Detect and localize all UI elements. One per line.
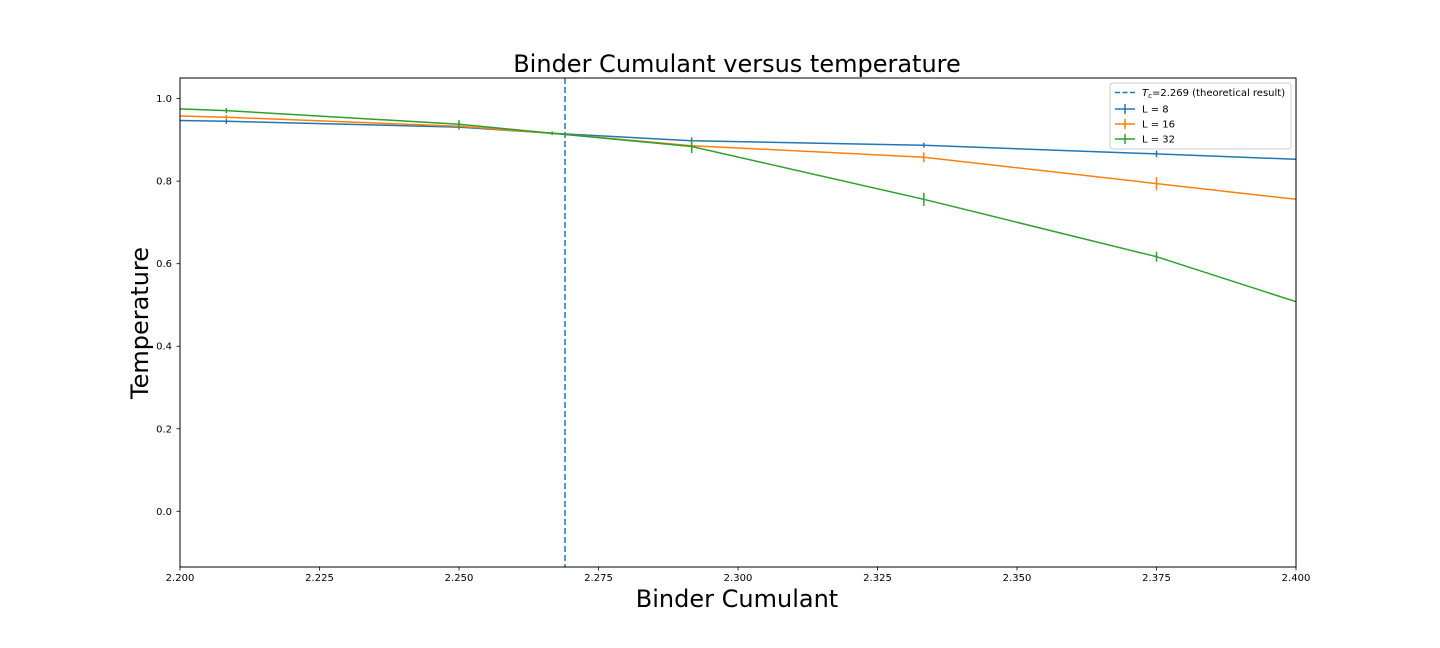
chart-title: Binder Cumulant versus temperature	[513, 50, 961, 78]
x-tick-label: 2.400	[1282, 573, 1311, 584]
x-tick-label: 2.375	[1142, 573, 1171, 584]
legend-label-critical-line: Tc=2.269 (theoretical result)	[1142, 88, 1285, 100]
x-axis-ticks: 2.200 2.225 2.250 2.275 2.300 2.325 2.350 2.375…	[166, 567, 1311, 584]
x-tick-label: 2.225	[305, 573, 334, 584]
legend-label-series-3: L = 32	[1142, 135, 1175, 146]
legend-label-series-2: L = 16	[1142, 120, 1175, 131]
legend-box	[1109, 82, 1292, 150]
y-tick-label: 0.4	[156, 342, 172, 353]
y-tick-label: 0.0	[156, 507, 172, 518]
y-tick-label: 0.2	[156, 424, 172, 435]
y-tick-label: 1.0	[156, 94, 172, 105]
x-tick-label: 2.250	[445, 573, 474, 584]
series-line-1	[180, 119, 1296, 161]
y-tick-label: 0.6	[156, 259, 172, 270]
plot-area	[180, 78, 1296, 567]
x-tick-label: 2.200	[166, 573, 195, 584]
x-tick-label: 2.350	[1003, 573, 1032, 584]
y-axis-ticks: 0.0 0.2 0.4 0.6 0.8 1.0	[156, 94, 180, 518]
series-line-3	[180, 108, 1296, 303]
axes-frame	[179, 77, 1297, 568]
x-tick-label: 2.325	[863, 573, 892, 584]
legend: Tc=2.269 (theoretical result) L = 8 L = 16…	[1109, 82, 1292, 150]
y-tick-label: 0.8	[156, 177, 172, 188]
series-group	[180, 78, 1296, 567]
x-axis-label: Binder Cumulant	[636, 585, 838, 613]
x-tick-label: 2.300	[724, 573, 753, 584]
y-axis-label: Temperature	[126, 247, 154, 400]
legend-label-series-1: L = 8	[1142, 105, 1169, 116]
x-tick-label: 2.275	[584, 573, 613, 584]
